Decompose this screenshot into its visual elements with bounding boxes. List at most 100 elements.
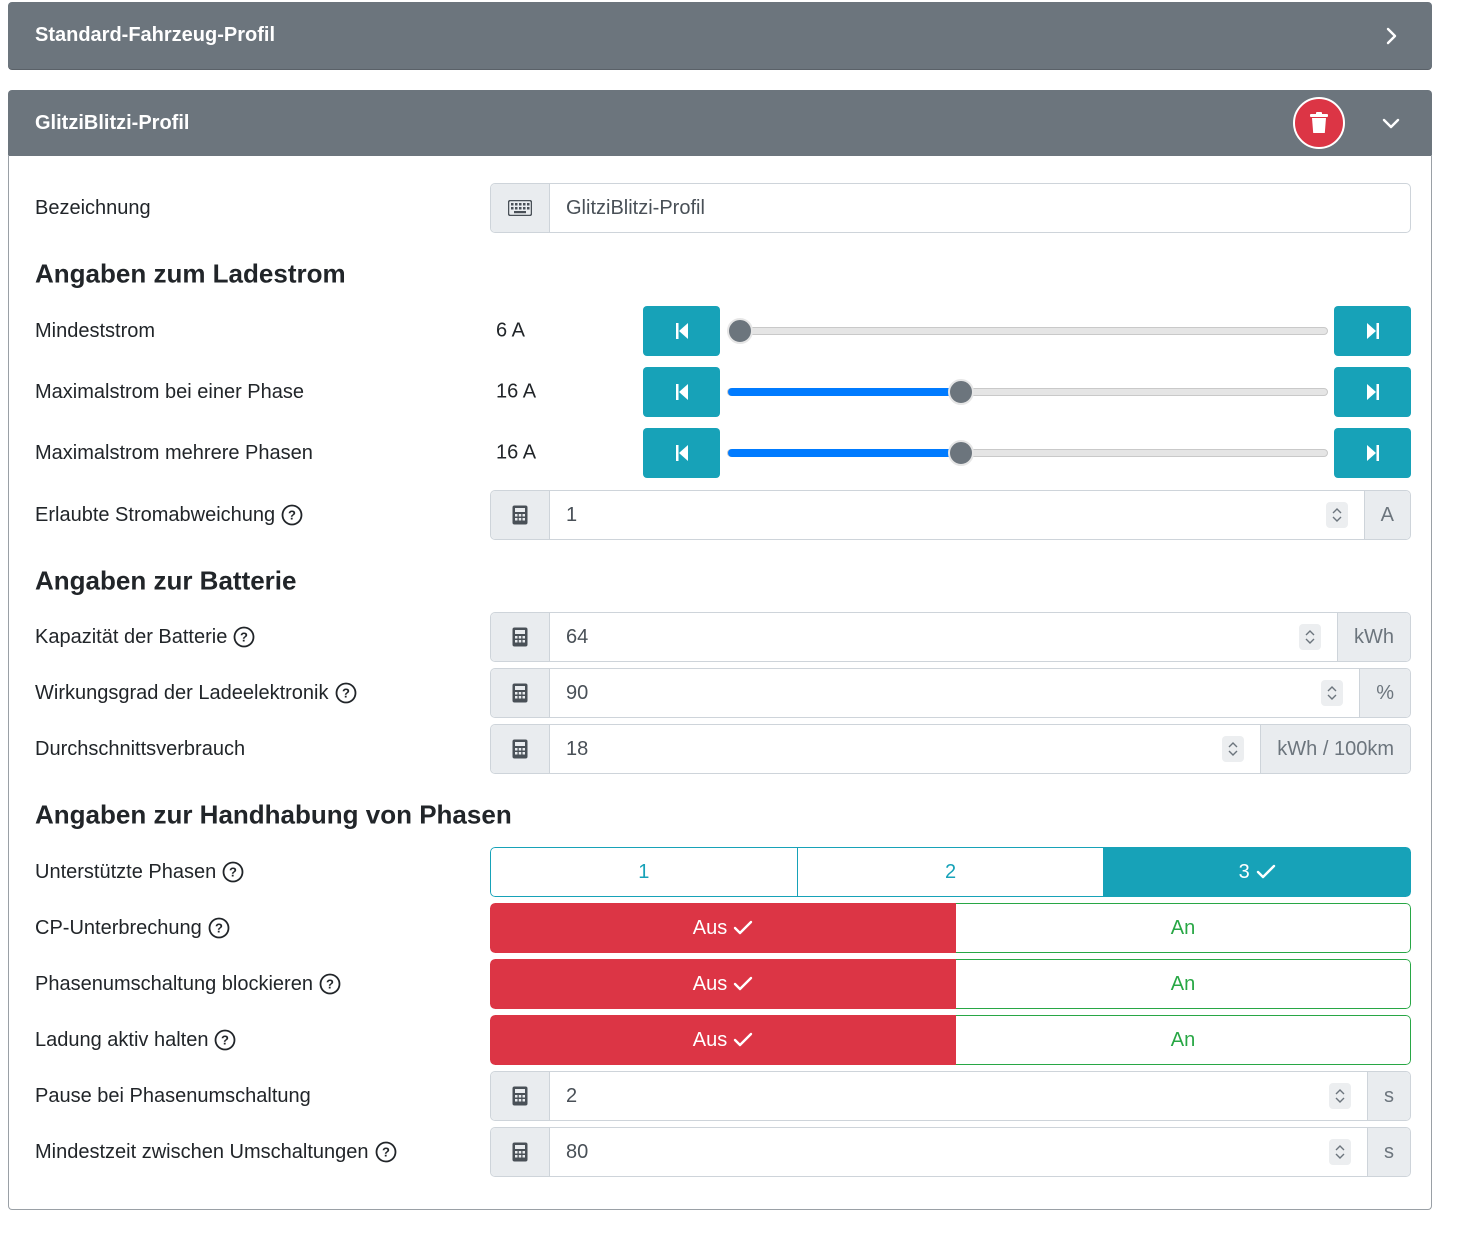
- verbrauch-field[interactable]: 18 kWh / 100km: [490, 724, 1411, 774]
- bezeichnung-field[interactable]: GlitziBlitzi-Profil: [490, 183, 1411, 233]
- kapazitaet-unit: kWh: [1337, 613, 1410, 661]
- max-mehrphasig-slider[interactable]: [727, 440, 1328, 466]
- chevron-down-icon[interactable]: [1380, 112, 1402, 134]
- phasen-blockieren-aus-button[interactable]: Aus: [490, 959, 956, 1009]
- max-einphasig-value: 16 A: [496, 380, 537, 403]
- spinner-arrows-icon[interactable]: [1325, 502, 1348, 528]
- ladung-aktiv-aus-button[interactable]: Aus: [490, 1015, 956, 1065]
- wirkungsgrad-label: Wirkungsgrad der Ladeelektronik ?: [35, 678, 357, 708]
- verbrauch-input[interactable]: 18: [550, 725, 1260, 773]
- mindeststrom-decrease-button[interactable]: [643, 306, 720, 356]
- phase-1-button[interactable]: 1: [490, 847, 798, 897]
- pause-field[interactable]: 2 s: [490, 1071, 1411, 1121]
- slider-thumb[interactable]: [727, 318, 753, 344]
- ladung-aktiv-an-button[interactable]: An: [956, 1015, 1411, 1065]
- check-icon: [734, 976, 753, 991]
- phasen-button-group: 1 2 3: [490, 847, 1411, 897]
- help-icon[interactable]: ?: [214, 1029, 236, 1051]
- pause-input[interactable]: 2: [550, 1072, 1367, 1120]
- kapazitaet-field[interactable]: 64 kWh: [490, 612, 1411, 662]
- svg-text:?: ?: [240, 630, 248, 645]
- calculator-icon: [491, 669, 550, 717]
- help-icon[interactable]: ?: [222, 861, 244, 883]
- pause-unit: s: [1367, 1072, 1410, 1120]
- stromabweichung-field[interactable]: 1 A: [490, 490, 1411, 540]
- delete-profile-button[interactable]: [1293, 97, 1345, 149]
- help-icon[interactable]: ?: [375, 1141, 397, 1163]
- mindeststrom-value: 6 A: [496, 319, 525, 342]
- wirkungsgrad-input[interactable]: 90: [550, 669, 1359, 717]
- wirkungsgrad-field[interactable]: 90 %: [490, 668, 1411, 718]
- max-mehrphasig-increase-button[interactable]: [1334, 428, 1411, 478]
- phase-2-button[interactable]: 2: [797, 847, 1105, 897]
- phasen-blockieren-toggle: Aus An: [490, 959, 1411, 1009]
- chevron-right-icon[interactable]: [1380, 25, 1402, 47]
- cp-unterbrechung-an-button[interactable]: An: [956, 903, 1411, 953]
- calculator-icon: [491, 613, 550, 661]
- help-icon[interactable]: ?: [335, 682, 357, 704]
- profile-header-glitzi[interactable]: GlitziBlitzi-Profil: [8, 90, 1432, 156]
- pause-label: Pause bei Phasenumschaltung: [35, 1084, 311, 1107]
- spinner-arrows-icon[interactable]: [1329, 1139, 1351, 1165]
- max-einphasig-slider[interactable]: [727, 379, 1328, 405]
- stromabweichung-unit: A: [1363, 491, 1410, 539]
- verbrauch-unit: kWh / 100km: [1260, 725, 1410, 773]
- max-mehrphasig-decrease-button[interactable]: [643, 428, 720, 478]
- profile-card-body: [8, 155, 1432, 1210]
- check-icon: [734, 1032, 753, 1047]
- check-icon: [734, 920, 753, 935]
- calculator-icon: [491, 725, 550, 773]
- verbrauch-label: Durchschnittsverbrauch: [35, 737, 246, 760]
- stromabweichung-label: Erlaubte Stromabweichung ?: [35, 500, 303, 530]
- help-icon[interactable]: ?: [281, 504, 303, 526]
- mindeststrom-label: Mindeststrom: [35, 319, 156, 342]
- spinner-arrows-icon[interactable]: [1222, 736, 1245, 762]
- skip-end-icon: [1366, 323, 1379, 339]
- kapazitaet-input[interactable]: 64: [550, 613, 1337, 661]
- mindeststrom-slider[interactable]: [727, 318, 1328, 344]
- max-mehrphasig-label: Maximalstrom mehrere Phasen: [35, 441, 313, 464]
- svg-text:?: ?: [382, 1145, 390, 1160]
- help-icon[interactable]: ?: [208, 917, 230, 939]
- profile-title-standard: Standard-Fahrzeug-Profil: [35, 24, 276, 46]
- mindeststrom-increase-button[interactable]: [1334, 306, 1411, 356]
- mindestzeit-field[interactable]: 80 s: [490, 1127, 1411, 1177]
- slider-thumb[interactable]: [948, 379, 975, 405]
- max-einphasig-increase-button[interactable]: [1334, 367, 1411, 417]
- help-icon[interactable]: ?: [233, 626, 255, 648]
- max-mehrphasig-value: 16 A: [496, 441, 537, 464]
- cp-unterbrechung-aus-button[interactable]: Aus: [490, 903, 956, 953]
- phasen-blockieren-label: Phasenumschaltung blockieren ?: [35, 969, 341, 999]
- wirkungsgrad-unit: %: [1359, 669, 1410, 717]
- mindestzeit-input[interactable]: 80: [550, 1128, 1367, 1176]
- slider-fill: [728, 449, 962, 457]
- svg-text:?: ?: [221, 1033, 229, 1048]
- phasen-blockieren-an-button[interactable]: An: [956, 959, 1411, 1009]
- max-einphasig-label: Maximalstrom bei einer Phase: [35, 380, 304, 403]
- profile-header-standard[interactable]: Standard-Fahrzeug-Profil: [8, 2, 1432, 69]
- spinner-arrows-icon[interactable]: [1299, 624, 1321, 650]
- calculator-icon: [491, 1072, 550, 1120]
- skip-end-icon: [1366, 384, 1379, 400]
- skip-start-icon: [675, 445, 688, 461]
- section-heading-ladestrom: Angaben zum Ladestrom: [35, 258, 346, 289]
- svg-text:?: ?: [326, 977, 334, 992]
- mindestzeit-label: Mindestzeit zwischen Umschaltungen ?: [35, 1137, 397, 1167]
- svg-text:?: ?: [342, 686, 350, 701]
- stromabweichung-input[interactable]: 1: [550, 491, 1364, 539]
- svg-text:?: ?: [288, 508, 296, 523]
- bezeichnung-input[interactable]: GlitziBlitzi-Profil: [566, 196, 705, 219]
- svg-text:?: ?: [215, 921, 223, 936]
- cp-unterbrechung-toggle: Aus An: [490, 903, 1411, 953]
- help-icon[interactable]: ?: [319, 973, 341, 995]
- section-heading-phasen: Angaben zur Handhabung von Phasen: [35, 799, 512, 830]
- slider-thumb[interactable]: [948, 440, 975, 466]
- calculator-icon: [491, 491, 550, 539]
- cp-unterbrechung-label: CP-Unterbrechung ?: [35, 913, 230, 943]
- max-einphasig-decrease-button[interactable]: [643, 367, 720, 417]
- keyboard-icon: [491, 184, 550, 232]
- spinner-arrows-icon[interactable]: [1329, 1083, 1351, 1109]
- phase-3-button[interactable]: 3: [1104, 847, 1411, 897]
- spinner-arrows-icon[interactable]: [1321, 680, 1344, 706]
- kapazitaet-label: Kapazität der Batterie ?: [35, 622, 255, 652]
